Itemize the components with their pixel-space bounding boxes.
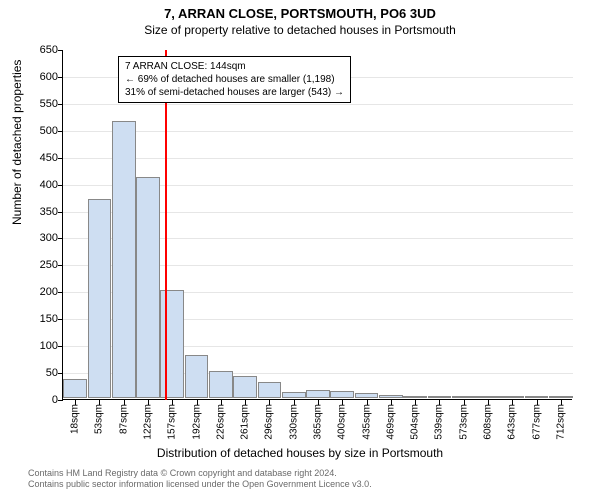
y-axis-label: Number of detached properties: [10, 60, 24, 225]
histogram-bar: [355, 393, 379, 398]
ytick-mark: [58, 50, 63, 51]
annotation-line3: 31% of semi-detached houses are larger (…: [125, 86, 344, 99]
x-axis-label: Distribution of detached houses by size …: [0, 446, 600, 460]
ytick-label: 50: [18, 367, 58, 379]
histogram-bar: [403, 396, 427, 398]
histogram-bar: [136, 177, 160, 398]
ytick-mark: [58, 319, 63, 320]
xtick-label: 573sqm: [458, 404, 469, 440]
histogram-bar: [549, 396, 573, 398]
gridline: [63, 158, 573, 159]
ytick-mark: [58, 131, 63, 132]
histogram-bar: [88, 199, 112, 398]
histogram-bar: [63, 379, 87, 398]
ytick-mark: [58, 292, 63, 293]
histogram-bar: [209, 371, 233, 398]
annotation-line2: ← 69% of detached houses are smaller (1,…: [125, 73, 344, 86]
ytick-mark: [58, 373, 63, 374]
histogram-bar: [160, 290, 184, 398]
histogram-bar: [330, 391, 354, 398]
xtick-label: 400sqm: [337, 404, 348, 440]
xtick-label: 469sqm: [385, 404, 396, 440]
footer-line2: Contains public sector information licen…: [28, 479, 372, 490]
annotation-line1: 7 ARRAN CLOSE: 144sqm: [125, 60, 344, 73]
ytick-label: 550: [18, 98, 58, 110]
histogram-bar: [525, 396, 549, 398]
histogram-bar: [185, 355, 209, 398]
xtick-label: 539sqm: [434, 404, 445, 440]
ytick-mark: [58, 346, 63, 347]
plot-wrap: 0501001502002503003504004505005506006501…: [62, 50, 572, 400]
footer-line1: Contains HM Land Registry data © Crown c…: [28, 468, 372, 479]
chart-title: 7, ARRAN CLOSE, PORTSMOUTH, PO6 3UD: [0, 0, 600, 21]
xtick-label: 504sqm: [410, 404, 421, 440]
footer-attribution: Contains HM Land Registry data © Crown c…: [28, 468, 372, 491]
ytick-label: 250: [18, 259, 58, 271]
xtick-label: 122sqm: [143, 404, 154, 440]
histogram-bar: [428, 396, 452, 398]
ytick-label: 300: [18, 232, 58, 244]
ytick-label: 200: [18, 286, 58, 298]
histogram-bar: [233, 376, 257, 398]
histogram-bar: [379, 395, 403, 398]
ytick-label: 600: [18, 71, 58, 83]
xtick-label: 330sqm: [288, 404, 299, 440]
xtick-label: 226sqm: [215, 404, 226, 440]
xtick-label: 677sqm: [531, 404, 542, 440]
histogram-bar: [452, 396, 476, 398]
chart-subtitle: Size of property relative to detached ho…: [0, 21, 600, 41]
ytick-mark: [58, 158, 63, 159]
histogram-bar: [306, 390, 330, 398]
gridline: [63, 104, 573, 105]
xtick-label: 87sqm: [118, 404, 129, 434]
ytick-label: 400: [18, 179, 58, 191]
xtick-label: 157sqm: [167, 404, 178, 440]
ytick-label: 500: [18, 125, 58, 137]
xtick-label: 53sqm: [94, 404, 105, 434]
histogram-bar: [112, 121, 136, 398]
xtick-label: 296sqm: [264, 404, 275, 440]
annotation-box: 7 ARRAN CLOSE: 144sqm← 69% of detached h…: [118, 56, 351, 103]
xtick-label: 365sqm: [313, 404, 324, 440]
ytick-label: 100: [18, 340, 58, 352]
histogram-bar: [500, 396, 524, 398]
xtick-label: 608sqm: [483, 404, 494, 440]
xtick-label: 261sqm: [240, 404, 251, 440]
plot-area: 0501001502002503003504004505005506006501…: [62, 50, 572, 400]
xtick-label: 18sqm: [70, 404, 81, 434]
ytick-label: 350: [18, 206, 58, 218]
ytick-mark: [58, 104, 63, 105]
histogram-bar: [476, 396, 500, 398]
ytick-mark: [58, 212, 63, 213]
xtick-label: 192sqm: [191, 404, 202, 440]
ytick-mark: [58, 77, 63, 78]
ytick-mark: [58, 265, 63, 266]
histogram-bar: [258, 382, 282, 398]
ytick-label: 0: [18, 394, 58, 406]
chart-container: 7, ARRAN CLOSE, PORTSMOUTH, PO6 3UD Size…: [0, 0, 600, 500]
ytick-label: 150: [18, 313, 58, 325]
xtick-label: 643sqm: [507, 404, 518, 440]
ytick-label: 450: [18, 152, 58, 164]
ytick-mark: [58, 400, 63, 401]
ytick-mark: [58, 185, 63, 186]
ytick-mark: [58, 238, 63, 239]
xtick-label: 712sqm: [555, 404, 566, 440]
xtick-label: 435sqm: [361, 404, 372, 440]
histogram-bar: [282, 392, 306, 398]
ytick-label: 650: [18, 44, 58, 56]
gridline: [63, 131, 573, 132]
